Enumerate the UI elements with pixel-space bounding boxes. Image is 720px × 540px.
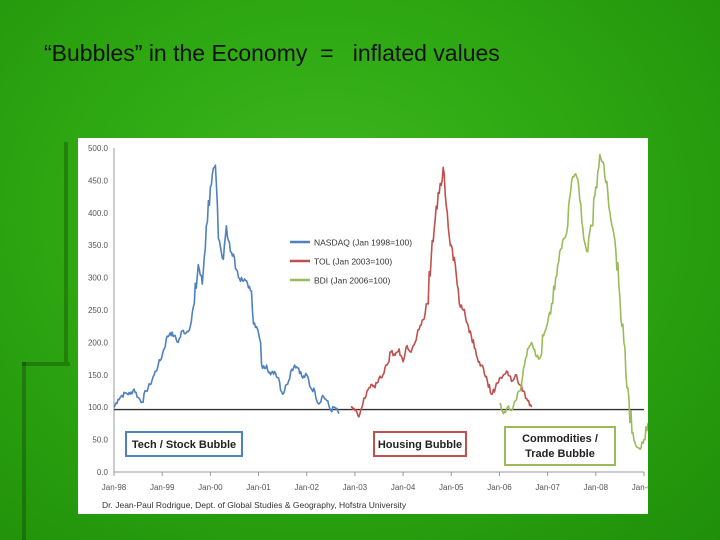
tech-bubble-box [125,431,243,457]
legend-label-nasdaq: NASDAQ (Jan 1998=100) [314,238,412,248]
y-tick-label: 50.0 [92,436,108,445]
y-tick-label: 500.0 [88,144,109,153]
x-tick-label: Jan-02 [294,483,319,492]
housing-bubble-callout: Housing Bubble [373,431,467,457]
series-line-tol [350,166,533,418]
commodities-label-line: Trade Bubble [525,448,595,460]
housing-bubble-box [373,431,467,457]
y-tick-label: 150.0 [88,371,109,380]
chart-credit: Dr. Jean-Paul Rodrigue, Dept. of Global … [102,500,407,510]
x-tick-labels: Jan-98 Jan-99 Jan-00 Jan-01 Jan-02 Jan-03 Jan-… [102,472,648,492]
chart-container: 0.0 50.0 100.0 150.0 200.0 250.0 300.0 350.0 400… [78,138,648,514]
y-tick-label: 300.0 [88,274,109,283]
legend-label-bdi: BDI (Jan 2006=100) [314,276,390,286]
y-tick-label: 350.0 [88,241,109,250]
y-tick-labels: 0.0 50.0 100.0 150.0 200.0 250.0 300.0 350.0 400… [88,144,109,477]
x-tick-label: Jan-09 [632,483,648,492]
y-tick-label: 100.0 [88,403,109,412]
line-chart: 0.0 50.0 100.0 150.0 200.0 250.0 300.0 350.0 400… [88,144,648,510]
x-tick-label: Jan-01 [246,483,271,492]
slide-title: “Bubbles” in the Economy = inflated valu… [44,40,500,66]
tech-bubble-callout: Tech / Stock Bubble [125,431,243,457]
legend-label-tol: TOL (Jan 2003=100) [314,257,392,267]
x-tick-label: Jan-07 [535,483,560,492]
x-tick-label: Jan-08 [584,483,609,492]
decor-bar-bottom [22,362,70,366]
x-tick-label: Jan-03 [343,483,368,492]
x-tick-label: Jan-99 [150,483,175,492]
decor-bar-left-lower [22,362,26,540]
y-tick-label: 250.0 [88,306,109,315]
series-line-bdi [499,153,648,451]
y-tick-label: 0.0 [97,468,109,477]
decor-bar-left [64,142,68,362]
series-lines [113,153,648,451]
y-tick-label: 400.0 [88,209,109,218]
x-tick-label: Jan-06 [487,483,512,492]
commodities-bubble-box [504,426,616,466]
commodities-label-line: Commodities / [522,433,598,445]
legend: NASDAQ (Jan 1998=100) TOL (Jan 2003=100)… [290,238,412,286]
commodities-bubble-label: Commodities / Trade Bubble [522,433,598,460]
series-line-nasdaq [113,164,340,414]
x-tick-label: Jan-04 [391,483,416,492]
y-tick-label: 450.0 [88,176,109,185]
commodities-bubble-callout: Commodities / Trade Bubble [504,426,616,466]
tech-bubble-label: Tech / Stock Bubble [132,439,236,451]
x-tick-label: Jan-00 [198,483,223,492]
x-tick-label: Jan-05 [439,483,464,492]
x-tick-label: Jan-98 [102,483,127,492]
y-tick-label: 200.0 [88,338,109,347]
housing-bubble-label: Housing Bubble [378,439,462,451]
